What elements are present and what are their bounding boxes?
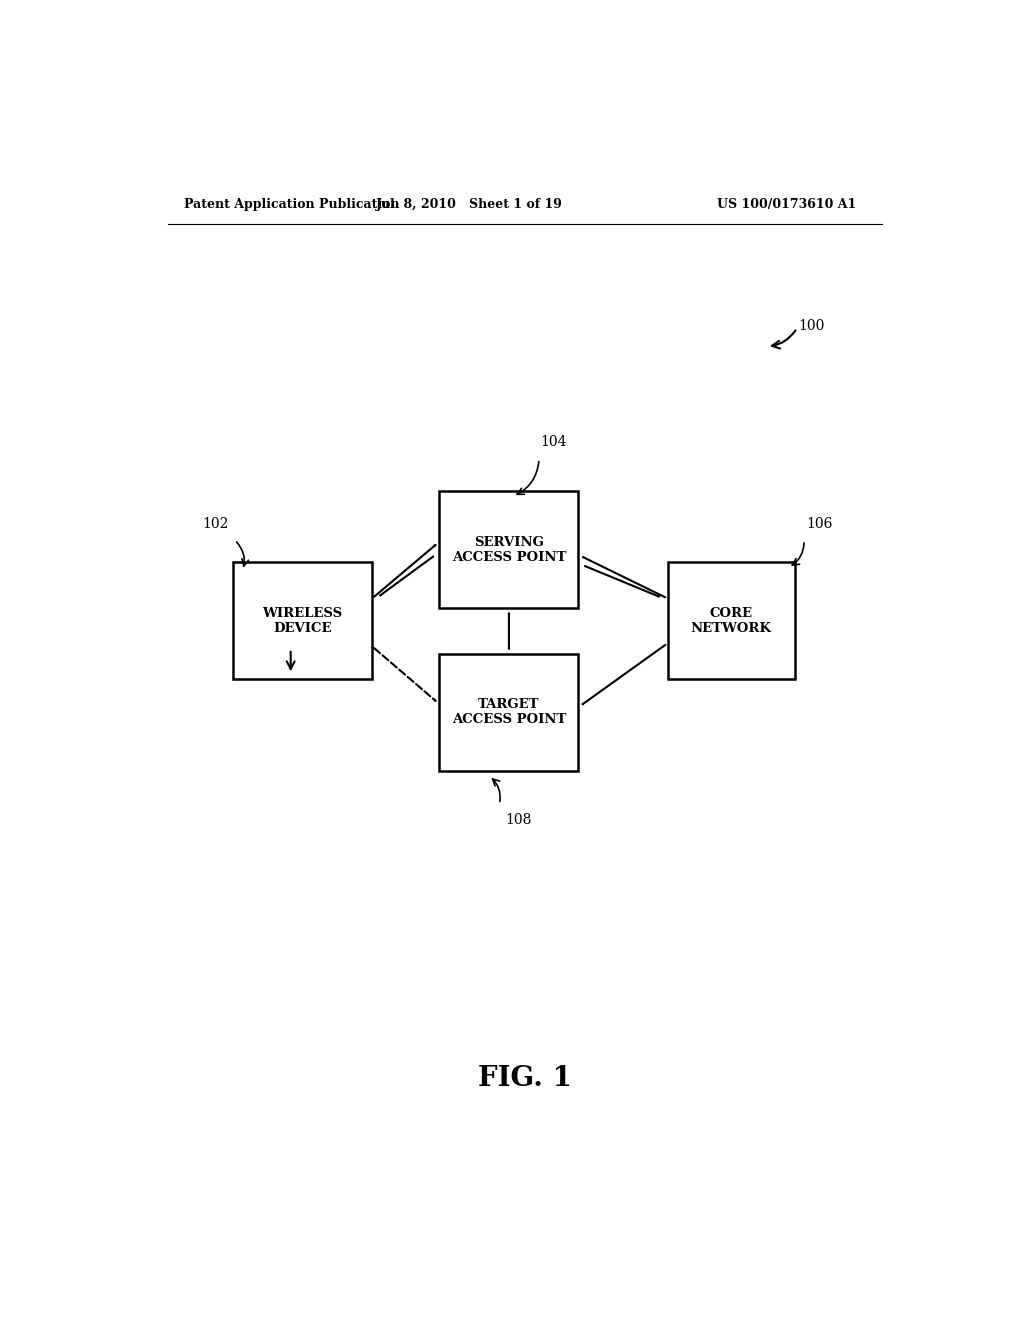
- FancyArrowPatch shape: [583, 557, 666, 597]
- Text: 104: 104: [541, 436, 567, 450]
- FancyBboxPatch shape: [439, 491, 579, 609]
- FancyBboxPatch shape: [233, 562, 372, 680]
- Text: 102: 102: [203, 517, 229, 531]
- Text: Jul. 8, 2010   Sheet 1 of 19: Jul. 8, 2010 Sheet 1 of 19: [376, 198, 562, 211]
- Text: TARGET
ACCESS POINT: TARGET ACCESS POINT: [452, 698, 566, 726]
- FancyBboxPatch shape: [668, 562, 795, 680]
- Text: Patent Application Publication: Patent Application Publication: [183, 198, 399, 211]
- Text: FIG. 1: FIG. 1: [478, 1065, 571, 1092]
- Text: SERVING
ACCESS POINT: SERVING ACCESS POINT: [452, 536, 566, 564]
- Text: WIRELESS
DEVICE: WIRELESS DEVICE: [262, 607, 343, 635]
- FancyArrowPatch shape: [374, 648, 435, 701]
- Text: 100: 100: [799, 319, 825, 333]
- FancyArrowPatch shape: [583, 645, 666, 704]
- Text: CORE
NETWORK: CORE NETWORK: [690, 607, 772, 635]
- Text: 106: 106: [807, 517, 833, 531]
- FancyArrowPatch shape: [585, 566, 658, 597]
- FancyBboxPatch shape: [439, 653, 579, 771]
- Text: 108: 108: [505, 813, 531, 826]
- FancyArrowPatch shape: [380, 557, 433, 595]
- FancyArrowPatch shape: [374, 545, 435, 597]
- Text: US 100/0173610 A1: US 100/0173610 A1: [717, 198, 856, 211]
